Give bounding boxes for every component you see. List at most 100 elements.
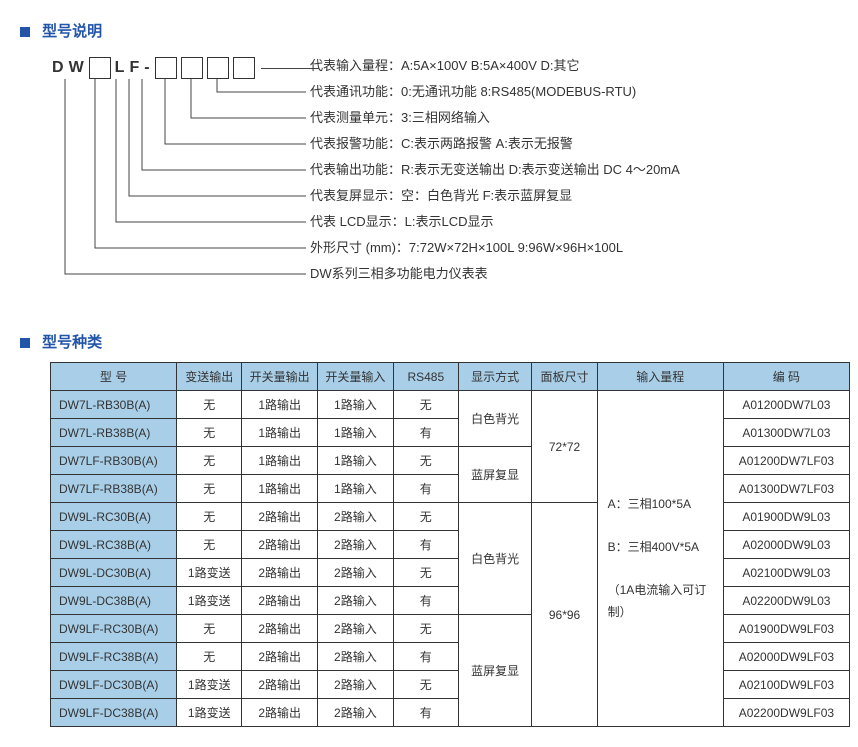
- cell-in: 1路输入: [318, 419, 394, 447]
- table-row: DW9LF-RC38B(A)无2路输出2路输入有A02000DW9LF03: [51, 643, 850, 671]
- cell-out: 1路输出: [242, 419, 318, 447]
- col-display: 显示方式: [458, 363, 532, 391]
- cell-rs: 无: [393, 559, 458, 587]
- cell-code: A02200DW9LF03: [723, 699, 849, 727]
- cell-code: A01200DW7LF03: [723, 447, 849, 475]
- col-rs485: RS485: [393, 363, 458, 391]
- cell-model: DW9L-RC38B(A): [51, 531, 177, 559]
- cell-rs: 有: [393, 475, 458, 503]
- cell-in: 2路输入: [318, 615, 394, 643]
- cell-out: 2路输出: [242, 503, 318, 531]
- cell-trans: 1路变送: [177, 699, 242, 727]
- cell-rs: 有: [393, 531, 458, 559]
- desc-line: 代表输入量程：A:5A×100V B:5A×400V D:其它: [310, 53, 680, 79]
- cell-code: A02100DW9LF03: [723, 671, 849, 699]
- cell-rs: 无: [393, 671, 458, 699]
- table-row: DW9LF-DC38B(A)1路变送2路输出2路输入有A02200DW9LF03: [51, 699, 850, 727]
- cell-trans: 无: [177, 531, 242, 559]
- desc-line: 代表输出功能：R:表示无变送输出 D:表示变送输出 DC 4～20mA: [310, 157, 680, 183]
- model-table-wrap: 型 号 变送输出 开关量输出 开关量输入 RS485 显示方式 面板尺寸 输入量…: [50, 362, 838, 727]
- table-row: DW9LF-RC30B(A)无2路输出2路输入无蓝屏复显A01900DW9LF0…: [51, 615, 850, 643]
- cell-panel: 72*72: [532, 391, 597, 503]
- cell-out: 2路输出: [242, 559, 318, 587]
- cell-rs: 有: [393, 643, 458, 671]
- code-dash: -: [144, 59, 150, 77]
- cell-display: 蓝屏复显: [458, 447, 532, 503]
- cell-trans: 无: [177, 615, 242, 643]
- cell-panel: 96*96: [532, 503, 597, 727]
- code-blank-2: [155, 57, 177, 79]
- desc-line: 代表测量单元：3:三相网络输入: [310, 105, 680, 131]
- table-row: DW9L-RC38B(A)无2路输出2路输入有A02000DW9L03: [51, 531, 850, 559]
- cell-in: 2路输入: [318, 559, 394, 587]
- cell-out: 1路输出: [242, 475, 318, 503]
- cell-code: A02200DW9L03: [723, 587, 849, 615]
- table-row: DW9L-RC30B(A)无2路输出2路输入无白色背光96*96A01900DW…: [51, 503, 850, 531]
- cell-model: DW9L-RC30B(A): [51, 503, 177, 531]
- cell-trans: 无: [177, 419, 242, 447]
- table-row: DW7LF-RB30B(A)无1路输出1路输入无蓝屏复显A01200DW7LF0…: [51, 447, 850, 475]
- table-row: DW7LF-RB38B(A)无1路输出1路输入有A01300DW7LF03: [51, 475, 850, 503]
- code-char-w: W: [69, 59, 85, 77]
- cell-rs: 有: [393, 419, 458, 447]
- description-lines: 代表输入量程：A:5A×100V B:5A×400V D:其它 代表通讯功能：0…: [310, 53, 680, 287]
- square-marker-icon: [20, 27, 30, 37]
- cell-out: 2路输出: [242, 671, 318, 699]
- cell-trans: 无: [177, 447, 242, 475]
- cell-trans: 无: [177, 475, 242, 503]
- table-row: DW7L-RB30B(A)无1路输出1路输入无白色背光72*72A：三相100*…: [51, 391, 850, 419]
- cell-out: 2路输出: [242, 643, 318, 671]
- cell-model: DW7LF-RB30B(A): [51, 447, 177, 475]
- table-row: DW9L-DC38B(A)1路变送2路输出2路输入有A02200DW9L03: [51, 587, 850, 615]
- col-out: 开关量输出: [242, 363, 318, 391]
- table-row: DW9L-DC30B(A)1路变送2路输出2路输入无A02100DW9L03: [51, 559, 850, 587]
- cell-in: 1路输入: [318, 447, 394, 475]
- col-trans: 变送输出: [177, 363, 242, 391]
- cell-rs: 无: [393, 503, 458, 531]
- code-char-f: F: [129, 59, 140, 77]
- cell-out: 2路输出: [242, 699, 318, 727]
- cell-in: 2路输入: [318, 643, 394, 671]
- col-panel: 面板尺寸: [532, 363, 597, 391]
- cell-trans: 无: [177, 643, 242, 671]
- col-code: 编 码: [723, 363, 849, 391]
- cell-out: 1路输出: [242, 447, 318, 475]
- code-char-d: D: [52, 59, 65, 77]
- cell-rs: 无: [393, 615, 458, 643]
- cell-code: A01900DW9L03: [723, 503, 849, 531]
- cell-out: 2路输出: [242, 587, 318, 615]
- cell-out: 2路输出: [242, 615, 318, 643]
- cell-rs: 有: [393, 699, 458, 727]
- code-char-l: L: [115, 59, 126, 77]
- cell-code: A01200DW7L03: [723, 391, 849, 419]
- cell-out: 1路输出: [242, 391, 318, 419]
- table-body: DW7L-RB30B(A)无1路输出1路输入无白色背光72*72A：三相100*…: [51, 391, 850, 727]
- section-title-explanation: 型号说明: [20, 20, 838, 41]
- cell-trans: 1路变送: [177, 671, 242, 699]
- cell-code: A01300DW7L03: [723, 419, 849, 447]
- model-table: 型 号 变送输出 开关量输出 开关量输入 RS485 显示方式 面板尺寸 输入量…: [50, 362, 850, 727]
- desc-line: DW系列三相多功能电力仪表表: [310, 261, 680, 287]
- cell-code: A01900DW9LF03: [723, 615, 849, 643]
- cell-model: DW7LF-RB38B(A): [51, 475, 177, 503]
- table-header: 型 号 变送输出 开关量输出 开关量输入 RS485 显示方式 面板尺寸 输入量…: [51, 363, 850, 391]
- section-title-text: 型号说明: [42, 23, 102, 40]
- cell-trans: 1路变送: [177, 587, 242, 615]
- connector-lines-icon: [50, 51, 310, 301]
- code-blank-1: [89, 57, 111, 79]
- section-title-text: 型号种类: [42, 334, 102, 351]
- model-code-row: D W L F -: [50, 57, 319, 79]
- cell-trans: 无: [177, 503, 242, 531]
- cell-display: 白色背光: [458, 391, 532, 447]
- cell-code: A02000DW9L03: [723, 531, 849, 559]
- cell-model: DW7L-RB38B(A): [51, 419, 177, 447]
- cell-trans: 1路变送: [177, 559, 242, 587]
- desc-line: 代表 LCD显示：L:表示LCD显示: [310, 209, 680, 235]
- desc-line: 外形尺寸 (mm)：7:72W×72H×100L 9:96W×96H×100L: [310, 235, 680, 261]
- table-row: DW7L-RB38B(A)无1路输出1路输入有 A01300DW7L03: [51, 419, 850, 447]
- cell-in: 2路输入: [318, 699, 394, 727]
- cell-code: A02000DW9LF03: [723, 643, 849, 671]
- code-blank-4: [207, 57, 229, 79]
- col-model: 型 号: [51, 363, 177, 391]
- cell-trans: 无: [177, 391, 242, 419]
